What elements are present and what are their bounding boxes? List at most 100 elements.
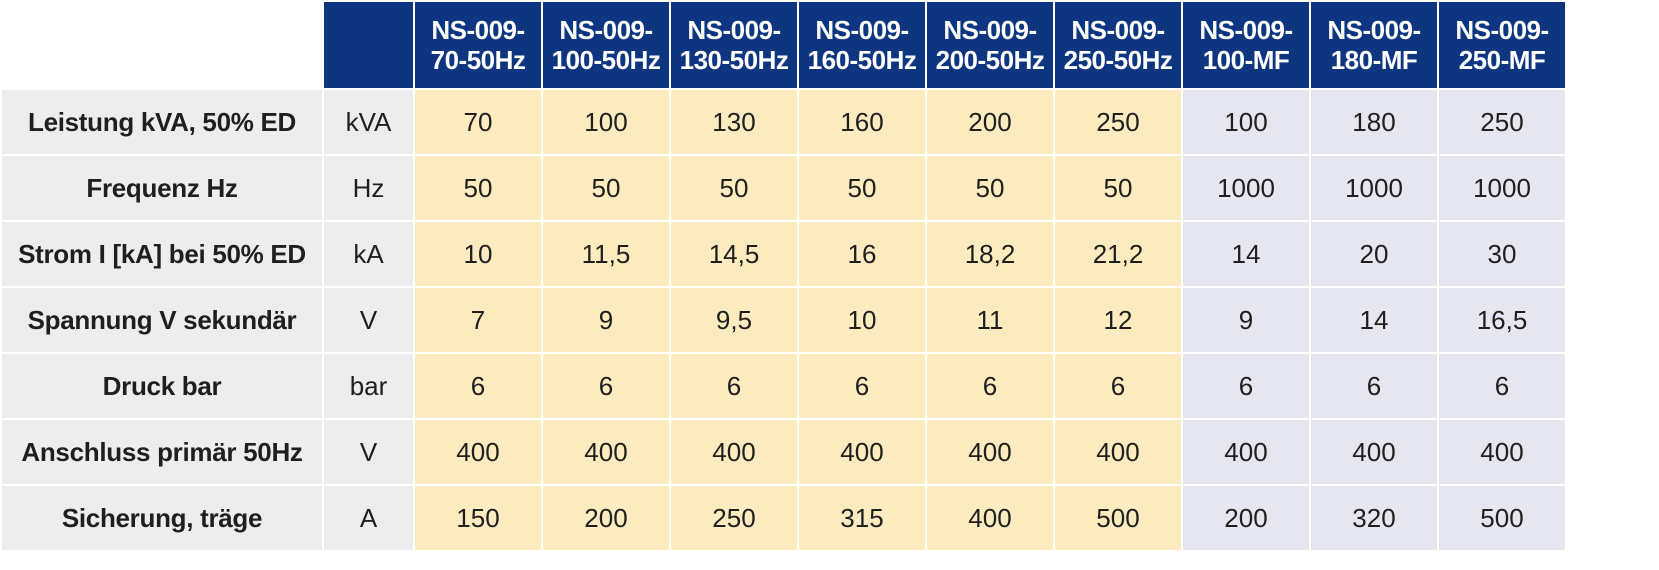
- table-cell: 400: [541, 418, 671, 486]
- table-cell: 400: [1181, 418, 1311, 486]
- column-header: NS-009- 160-50Hz: [797, 0, 927, 90]
- column-header-line: NS-009-: [1199, 15, 1293, 45]
- column-header-line: 250-50Hz: [1063, 45, 1173, 75]
- table-cell: 70: [413, 88, 543, 156]
- table-cell: 50: [797, 154, 927, 222]
- table-cell: 14: [1181, 220, 1311, 288]
- column-header-line: NS-009-: [1455, 15, 1549, 45]
- table-cell: 6: [1181, 352, 1311, 420]
- table-row: Spannung V sekundär V 7 9 9,5 10 11 12 9 14 16,5: [0, 286, 1567, 354]
- row-label: Anschluss primär 50Hz: [0, 418, 324, 486]
- table-cell: 7: [413, 286, 543, 354]
- table-cell: 1000: [1181, 154, 1311, 222]
- row-label: Strom I [kA] bei 50% ED: [0, 220, 324, 288]
- table-cell: 14,5: [669, 220, 799, 288]
- table-cell: 200: [541, 484, 671, 552]
- table-cell: 100: [541, 88, 671, 156]
- table-cell: 9,5: [669, 286, 799, 354]
- row-label: Leistung kVA, 50% ED: [0, 88, 324, 156]
- column-header-line: 250-MF: [1458, 45, 1546, 75]
- column-header-line: 100-50Hz: [551, 45, 661, 75]
- row-unit: V: [322, 418, 415, 486]
- row-unit: V: [322, 286, 415, 354]
- table-cell: 20: [1309, 220, 1439, 288]
- table-cell: 6: [541, 352, 671, 420]
- table-cell: 1000: [1309, 154, 1439, 222]
- table-cell: 400: [1053, 418, 1183, 486]
- table-cell: 400: [925, 418, 1055, 486]
- column-header-line: 70-50Hz: [430, 45, 526, 75]
- column-header: NS-009- 130-50Hz: [669, 0, 799, 90]
- column-header-line: NS-009-: [815, 15, 909, 45]
- table-cell: 14: [1309, 286, 1439, 354]
- table-cell: 250: [1437, 88, 1567, 156]
- column-header-line: 130-50Hz: [679, 45, 789, 75]
- table-cell: 400: [1309, 418, 1439, 486]
- column-header-line: NS-009-: [1327, 15, 1421, 45]
- table-cell: 315: [797, 484, 927, 552]
- row-label: Druck bar: [0, 352, 324, 420]
- column-header: NS-009- 70-50Hz: [413, 0, 543, 90]
- column-header-line: 180-MF: [1330, 45, 1418, 75]
- table-cell: 6: [1309, 352, 1439, 420]
- column-header: NS-009- 250-50Hz: [1053, 0, 1183, 90]
- row-label: Sicherung, träge: [0, 484, 324, 552]
- column-header: NS-009- 200-50Hz: [925, 0, 1055, 90]
- table-cell: 6: [1053, 352, 1183, 420]
- table-cell: 50: [541, 154, 671, 222]
- row-unit: Hz: [322, 154, 415, 222]
- table-cell: 21,2: [1053, 220, 1183, 288]
- table-row: Druck bar bar 6 6 6 6 6 6 6 6 6: [0, 352, 1567, 420]
- table-row: Anschluss primär 50Hz V 400 400 400 400 400 400…: [0, 418, 1567, 486]
- table-cell: 11,5: [541, 220, 671, 288]
- table-cell: 200: [925, 88, 1055, 156]
- table-cell: 180: [1309, 88, 1439, 156]
- table-cell: 200: [1181, 484, 1311, 552]
- table-cell: 100: [1181, 88, 1311, 156]
- table-cell: 400: [413, 418, 543, 486]
- column-header: NS-009- 100-50Hz: [541, 0, 671, 90]
- column-header-line: NS-009-: [943, 15, 1037, 45]
- table-row: Sicherung, träge A 150 200 250 315 400 500 200 32…: [0, 484, 1567, 552]
- table-row: Strom I [kA] bei 50% ED kA 10 11,5 14,5 16 18,…: [0, 220, 1567, 288]
- header-row: NS-009- 70-50Hz NS-009- 100-50Hz NS-009- 13…: [0, 0, 1567, 90]
- spec-table-body: Leistung kVA, 50% ED kVA 70 100 130 160 200 250…: [0, 88, 1567, 552]
- table-cell: 150: [413, 484, 543, 552]
- table-cell: 250: [1053, 88, 1183, 156]
- table-row: Frequenz Hz Hz 50 50 50 50 50 50 1000 1000 1000: [0, 154, 1567, 222]
- table-cell: 50: [1053, 154, 1183, 222]
- column-header-line: NS-009-: [431, 15, 525, 45]
- row-unit: A: [322, 484, 415, 552]
- column-header-line: 100-MF: [1202, 45, 1290, 75]
- table-cell: 6: [797, 352, 927, 420]
- column-header-line: NS-009-: [1071, 15, 1165, 45]
- table-cell: 30: [1437, 220, 1567, 288]
- table-cell: 250: [669, 484, 799, 552]
- table-cell: 18,2: [925, 220, 1055, 288]
- table-cell: 9: [1181, 286, 1311, 354]
- column-header: NS-009- 100-MF: [1181, 0, 1311, 90]
- column-header: NS-009- 180-MF: [1309, 0, 1439, 90]
- table-cell: 160: [797, 88, 927, 156]
- table-cell: 10: [797, 286, 927, 354]
- row-unit: bar: [322, 352, 415, 420]
- table-cell: 50: [925, 154, 1055, 222]
- row-label: Spannung V sekundär: [0, 286, 324, 354]
- table-cell: 320: [1309, 484, 1439, 552]
- table-cell: 16,5: [1437, 286, 1567, 354]
- table-cell: 400: [797, 418, 927, 486]
- column-header-line: 200-50Hz: [935, 45, 1045, 75]
- table-cell: 400: [925, 484, 1055, 552]
- table-cell: 50: [669, 154, 799, 222]
- column-header-line: 160-50Hz: [807, 45, 917, 75]
- table-cell: 9: [541, 286, 671, 354]
- table-cell: 1000: [1437, 154, 1567, 222]
- row-unit: kVA: [322, 88, 415, 156]
- table-cell: 6: [669, 352, 799, 420]
- table-cell: 500: [1053, 484, 1183, 552]
- row-label: Frequenz Hz: [0, 154, 324, 222]
- table-cell: 6: [925, 352, 1055, 420]
- column-header-line: NS-009-: [559, 15, 653, 45]
- header-unit-blank: [322, 0, 415, 90]
- table-cell: 16: [797, 220, 927, 288]
